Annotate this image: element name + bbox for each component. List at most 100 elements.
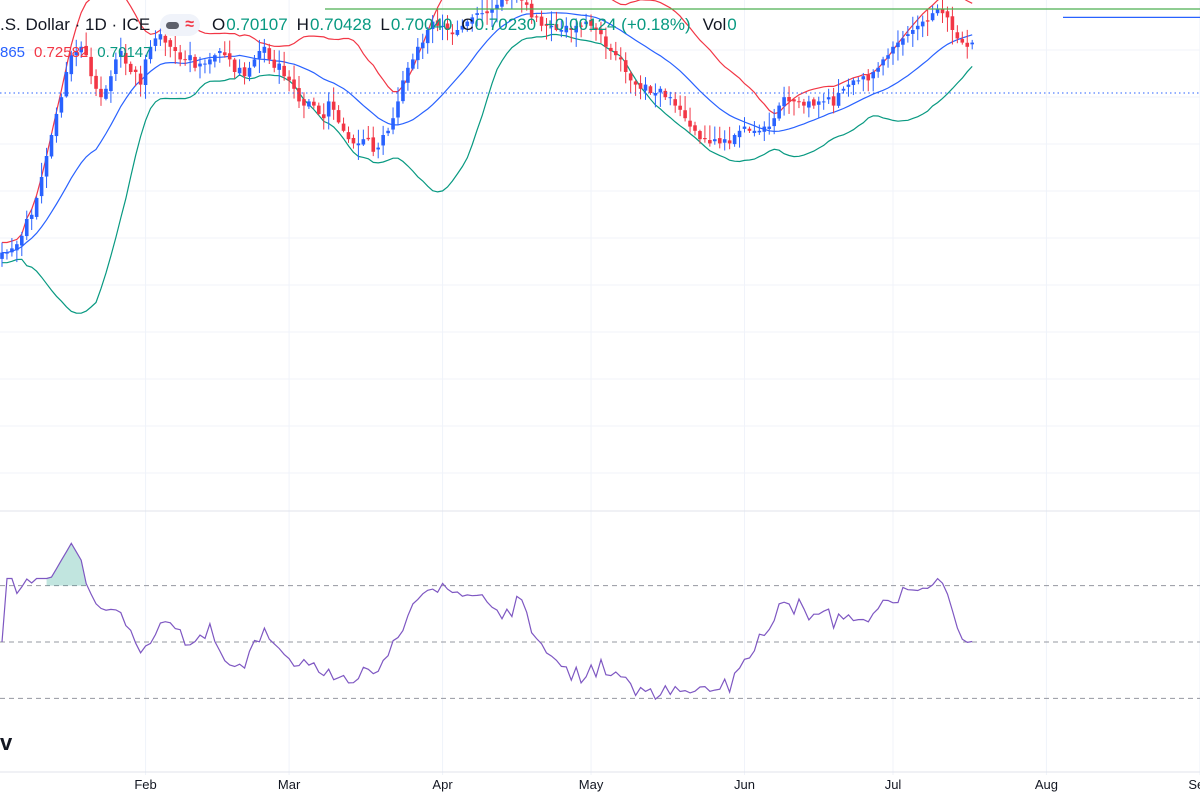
candle-body bbox=[99, 88, 103, 98]
candle-body bbox=[891, 46, 895, 54]
candle-body bbox=[480, 13, 484, 15]
candle-body bbox=[589, 19, 593, 26]
candle-body bbox=[490, 9, 494, 13]
candle-body bbox=[366, 137, 371, 140]
candle-body bbox=[302, 99, 306, 106]
candle-body bbox=[772, 118, 776, 127]
candle-body bbox=[901, 38, 905, 45]
candle-body bbox=[44, 156, 49, 177]
candle-body bbox=[930, 13, 935, 21]
candle-body bbox=[336, 110, 341, 123]
candle-body bbox=[945, 11, 950, 18]
candle-body bbox=[386, 130, 390, 134]
candle-body bbox=[767, 126, 772, 129]
candle-body bbox=[787, 96, 791, 102]
candle-body bbox=[579, 25, 583, 27]
candle-body bbox=[559, 30, 564, 32]
candle-body bbox=[722, 139, 727, 143]
candle-body bbox=[440, 25, 445, 27]
candle-body bbox=[460, 25, 465, 30]
candle-body bbox=[133, 69, 138, 72]
candle-body bbox=[762, 126, 767, 132]
candle-body bbox=[703, 137, 707, 140]
candle-body bbox=[173, 47, 178, 51]
candle-body bbox=[643, 84, 648, 91]
low-label: L bbox=[380, 15, 390, 34]
candle-body bbox=[411, 59, 415, 69]
candle-body bbox=[321, 114, 326, 119]
candle-body bbox=[208, 59, 212, 65]
candle-body bbox=[218, 51, 222, 54]
candle-body bbox=[401, 80, 405, 102]
candle-body bbox=[89, 56, 93, 77]
open-value: 0.70107 bbox=[226, 15, 288, 34]
candle-body bbox=[569, 27, 574, 30]
candle-body bbox=[609, 47, 613, 51]
candle-body bbox=[341, 123, 346, 131]
candle-body bbox=[906, 34, 910, 37]
candle-body bbox=[940, 9, 945, 14]
candle-body bbox=[227, 53, 232, 60]
candle-body bbox=[564, 25, 569, 33]
candle-body bbox=[812, 99, 816, 106]
candle-body bbox=[420, 42, 425, 49]
candle-body bbox=[396, 101, 400, 118]
candle-body bbox=[222, 52, 227, 56]
candle-body bbox=[114, 59, 118, 74]
candle-body bbox=[851, 80, 856, 86]
wave-icon[interactable]: ≈ bbox=[185, 16, 194, 33]
candle-body bbox=[519, 0, 524, 1]
candle-body bbox=[717, 138, 722, 144]
candle-body bbox=[29, 214, 34, 219]
candle-body bbox=[797, 101, 801, 103]
candle-body bbox=[866, 74, 871, 81]
candle-body bbox=[846, 84, 851, 87]
candle-body bbox=[663, 90, 668, 98]
candle-body bbox=[485, 11, 489, 14]
candle-body bbox=[193, 56, 197, 68]
candle-body bbox=[539, 16, 544, 26]
pane-label-fragment: v bbox=[0, 730, 13, 755]
drawing-lines[interactable] bbox=[0, 8, 1200, 94]
candle-body bbox=[574, 25, 578, 33]
bb-lower-value: 0.70147 bbox=[97, 44, 152, 61]
series-toggle-pill[interactable]: ≈ bbox=[160, 14, 200, 36]
candle-body bbox=[143, 59, 148, 86]
candle-body bbox=[614, 51, 618, 56]
candle-body bbox=[653, 93, 658, 96]
hide-series-icon[interactable] bbox=[166, 21, 180, 29]
candle-body bbox=[391, 118, 395, 130]
candle-body bbox=[584, 21, 588, 25]
candle-body bbox=[346, 132, 351, 140]
candle-body bbox=[292, 79, 296, 89]
rsi-line bbox=[1, 542, 973, 701]
candle-body bbox=[312, 101, 316, 106]
candle-body bbox=[881, 59, 885, 66]
candle-body bbox=[356, 143, 361, 146]
candle-body bbox=[252, 59, 257, 67]
candle-body bbox=[950, 16, 955, 30]
volume-value: 0 bbox=[727, 15, 737, 34]
x-tick-label: May bbox=[579, 777, 604, 792]
candle-body bbox=[713, 139, 717, 142]
symbol-title[interactable]: .S. Dollar · 1D · ICE bbox=[0, 15, 151, 34]
candle-body bbox=[20, 235, 24, 246]
candle-body bbox=[732, 135, 737, 145]
candle-body bbox=[79, 46, 83, 53]
candle-body bbox=[554, 24, 559, 30]
candle-body bbox=[965, 42, 970, 47]
candle-body bbox=[628, 73, 633, 81]
candle-body bbox=[307, 101, 311, 107]
x-tick-label: Aug bbox=[1035, 777, 1058, 792]
candle-body bbox=[708, 140, 712, 144]
candlesticks[interactable] bbox=[0, 0, 974, 267]
candle-body bbox=[376, 147, 380, 150]
candle-body bbox=[450, 32, 455, 35]
candle-body bbox=[693, 125, 697, 131]
candle-body bbox=[445, 23, 450, 30]
candle-body bbox=[821, 101, 826, 103]
candle-body bbox=[633, 81, 638, 85]
candle-body bbox=[534, 16, 539, 18]
